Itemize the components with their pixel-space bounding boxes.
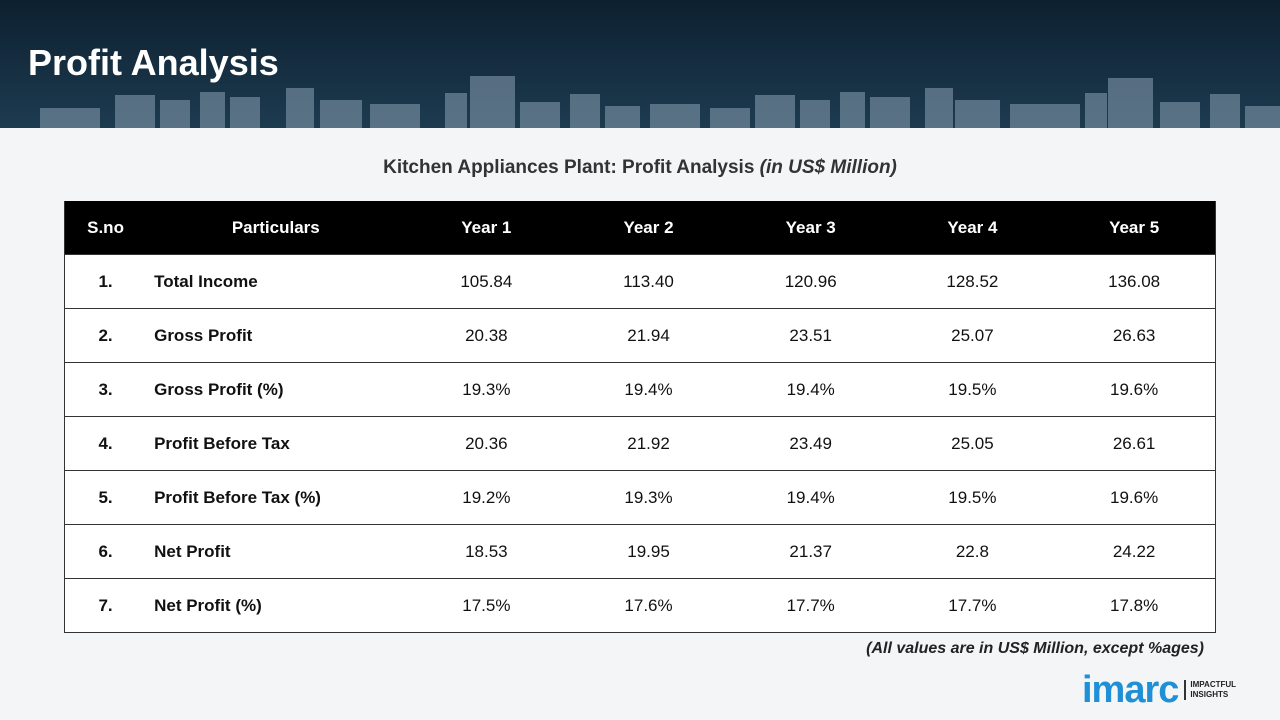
cell-value: 26.63 (1053, 308, 1216, 363)
page-title: Profit Analysis (28, 42, 279, 83)
cell-value: 20.36 (405, 416, 568, 471)
row-label: Gross Profit (146, 308, 406, 363)
table-row: 3. Gross Profit (%) 19.3% 19.4% 19.4% 19.5% 19… (64, 362, 1216, 417)
cell-value: 21.92 (567, 416, 730, 471)
cell-value: 21.37 (729, 524, 892, 579)
cell-value: 113.40 (567, 254, 730, 309)
cell-value: 25.07 (891, 308, 1054, 363)
cell-value: 24.22 (1053, 524, 1216, 579)
cell-value: 19.6% (1053, 362, 1216, 417)
row-label: Gross Profit (%) (146, 362, 406, 417)
cell-value: 19.4% (567, 362, 730, 417)
table-title-unit: (in US$ Million) (759, 157, 897, 178)
cell-value: 128.52 (891, 254, 1054, 309)
cell-value: 19.3% (567, 470, 730, 525)
cell-value: 21.94 (567, 308, 730, 363)
cell-value: 25.05 (891, 416, 1054, 471)
row-number: 3. (64, 362, 147, 417)
footnote: (All values are in US$ Million, except %… (866, 640, 1204, 657)
cell-value: 120.96 (729, 254, 892, 309)
cell-value: 17.8% (1053, 578, 1216, 633)
row-label: Profit Before Tax (146, 416, 406, 471)
cell-value: 23.49 (729, 416, 892, 471)
column-header: S.no (64, 201, 147, 255)
cell-value: 17.7% (729, 578, 892, 633)
row-number: 5. (64, 470, 147, 525)
tagline-line: IMPACTFUL (1190, 680, 1237, 689)
cell-value: 23.51 (729, 308, 892, 363)
column-header: Particulars (146, 201, 406, 255)
cell-value: 20.38 (405, 308, 568, 363)
table-body: 1. Total Income 105.84 113.40 120.96 128.52 13… (64, 254, 1216, 633)
table-row: 4. Profit Before Tax 20.36 21.92 23.49 25.05 2… (64, 416, 1216, 471)
cell-value: 17.7% (891, 578, 1054, 633)
header-band: Profit Analysis (0, 0, 1280, 128)
row-label: Net Profit (146, 524, 406, 579)
cell-value: 19.2% (405, 470, 568, 525)
table-row: 1. Total Income 105.84 113.40 120.96 128.52 13… (64, 254, 1216, 309)
row-label: Net Profit (%) (146, 578, 406, 633)
row-number: 7. (64, 578, 147, 633)
cell-value: 17.6% (567, 578, 730, 633)
row-number: 1. (64, 254, 147, 309)
column-header: Year 4 (891, 201, 1054, 255)
column-header: Year 3 (729, 201, 892, 255)
row-number: 6. (64, 524, 147, 579)
row-number: 2. (64, 308, 147, 363)
cell-value: 19.6% (1053, 470, 1216, 525)
table-row: 2. Gross Profit 20.38 21.94 23.51 25.07 26.63 (64, 308, 1216, 363)
logo: imarc IMPACTFUL INSIGHTS (1082, 669, 1236, 711)
column-header: Year 2 (567, 201, 730, 255)
table-row: 7. Net Profit (%) 17.5% 17.6% 17.7% 17.7% 17.8… (64, 578, 1216, 633)
column-header: Year 5 (1053, 201, 1216, 255)
cell-value: 22.8 (891, 524, 1054, 579)
table-row: 6. Net Profit 18.53 19.95 21.37 22.8 24.22 (64, 524, 1216, 579)
cell-value: 18.53 (405, 524, 568, 579)
logo-tagline: IMPACTFUL INSIGHTS (1184, 680, 1236, 700)
cell-value: 136.08 (1053, 254, 1216, 309)
cell-value: 105.84 (405, 254, 568, 309)
table-row: 5. Profit Before Tax (%) 19.2% 19.3% 19.4% 19… (64, 470, 1216, 525)
table-title: Kitchen Appliances Plant: Profit Analysi… (0, 157, 1280, 179)
row-label: Total Income (146, 254, 406, 309)
cell-value: 19.5% (891, 362, 1054, 417)
cell-value: 19.4% (729, 470, 892, 525)
cell-value: 17.5% (405, 578, 568, 633)
cell-value: 26.61 (1053, 416, 1216, 471)
column-header: Year 1 (405, 201, 568, 255)
skyline (40, 76, 1280, 128)
cell-value: 19.95 (567, 524, 730, 579)
row-label: Profit Before Tax (%) (146, 470, 406, 525)
cell-value: 19.5% (891, 470, 1054, 525)
tagline-line: INSIGHTS (1190, 690, 1229, 699)
cell-value: 19.4% (729, 362, 892, 417)
cell-value: 19.3% (405, 362, 568, 417)
table-title-text: Kitchen Appliances Plant: Profit Analysi… (383, 157, 755, 178)
logo-brand: imarc (1082, 668, 1179, 711)
row-number: 4. (64, 416, 147, 471)
